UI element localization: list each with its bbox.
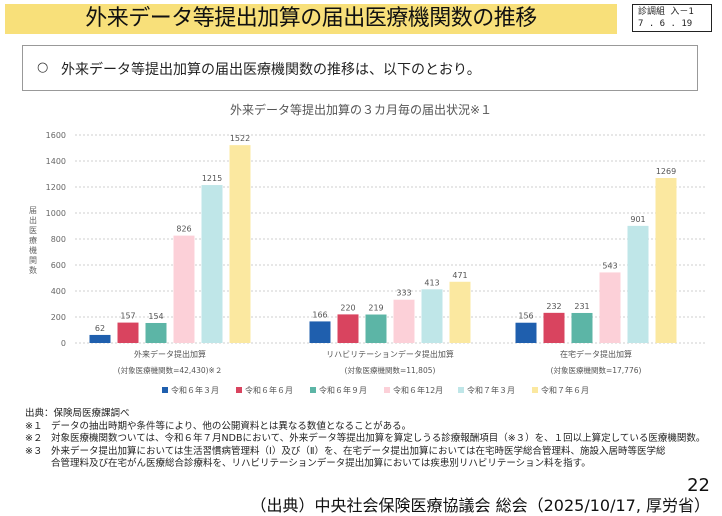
category-label: 在宅データ提出加算: [560, 349, 632, 359]
data-label: 413: [424, 278, 439, 287]
footnote-mark: ※３: [25, 445, 43, 457]
document-id-box: 診調組 入－1 7 . 6 . 19: [632, 4, 712, 32]
footnote-mark: 出典：: [25, 408, 54, 419]
y-tick-label: 1200: [46, 183, 66, 192]
bar: [145, 322, 167, 343]
legend-label: 令和６年３月: [171, 385, 219, 395]
data-label: 1522: [230, 134, 250, 143]
chart-title: 外来データ等提出加算の３カ月毎の届出状況※１: [229, 103, 493, 117]
y-tick-label: 600: [51, 261, 66, 270]
title-band: 外来データ等提出加算の届出医療機関数の推移: [5, 4, 617, 34]
summary-box: ○ 外来データ等提出加算の届出医療機関数の推移は、以下のとおり。: [22, 45, 698, 91]
y-axis-label-char: 出: [29, 215, 37, 225]
footnote-text: データの抽出時期や条件等により、他の公開資料とは異なる数値となることがある。: [51, 420, 412, 432]
data-label: 156: [518, 312, 533, 321]
data-label: 220: [340, 303, 355, 312]
y-tick-label: 800: [51, 235, 66, 244]
data-label: 219: [368, 304, 383, 313]
data-label: 1269: [656, 167, 676, 176]
data-label: 232: [546, 302, 561, 311]
y-tick-label: 400: [51, 287, 66, 296]
y-axis-label-char: 療: [29, 235, 37, 245]
bar: [365, 314, 387, 343]
data-label: 231: [574, 302, 589, 311]
bar: [201, 185, 223, 343]
footnote-3: ※３ 外来データ提出加算においては生活習慣病管理料（Ⅰ）及び（Ⅱ）を、在宅データ…: [25, 446, 715, 471]
category-sublabel: (対象医療機関数=11,805): [345, 365, 436, 375]
footnote-mark: ※２: [25, 433, 43, 444]
footnote-2: ※２ 対象医療機関数ついては、令和６年７月NDBにおいて、外来データ等提出加算を…: [25, 433, 715, 446]
bar: [449, 281, 471, 343]
footnote-1: ※１ データの抽出時期や条件等により、他の公開資料とは異なる数値となることがある…: [25, 421, 715, 434]
bar: [173, 235, 195, 343]
document-id-date: 7 . 6 . 19: [638, 19, 693, 29]
y-axis-label-char: 機: [29, 245, 37, 255]
footnote-text: 外来データ提出加算においては生活習慣病管理料（Ⅰ）及び（Ⅱ）を、在宅データ提出加…: [51, 445, 666, 470]
data-label: 154: [148, 312, 163, 321]
document-id-code: 診調組 入－1: [638, 7, 694, 17]
legend-swatch: [384, 387, 390, 393]
legend-swatch: [236, 387, 242, 393]
bullet-icon: ○: [37, 60, 49, 75]
page-number: 22: [687, 475, 710, 496]
y-tick-label: 0: [61, 339, 66, 348]
source-citation: （出典）中央社会保険医療協議会 総会（2025/10/17, 厚労省）: [250, 496, 710, 515]
bar: [117, 322, 139, 343]
category-label: リハビリテーションデータ提出加算: [326, 349, 454, 359]
bar: [543, 312, 565, 343]
bar-chart: 0 200 400 600 800 1000 1200 1400 1600 届出医療機関数 62 15…: [29, 131, 705, 395]
bar: [571, 312, 593, 343]
data-label: 166: [312, 310, 327, 319]
data-label: 543: [602, 261, 617, 270]
legend-label: 令和７年３月: [467, 385, 515, 395]
legend-swatch: [162, 387, 168, 393]
legend-label: 令和７年６月: [541, 385, 589, 395]
data-label: 471: [452, 271, 467, 280]
footnote-text: 保険局医療課調べ: [53, 408, 130, 419]
data-label: 826: [176, 225, 191, 234]
bar: [89, 334, 111, 343]
data-label: 1215: [202, 174, 222, 183]
data-label: 157: [120, 312, 135, 321]
y-axis-label-char: 関: [29, 256, 37, 265]
bar: [337, 314, 359, 343]
category-sublabel: (対象医療機関数=17,776): [551, 365, 642, 375]
legend-label: 令和６年12月: [393, 385, 443, 395]
footnote-source: 出典： 保険局医療課調べ: [25, 408, 715, 421]
legend-swatch: [532, 387, 538, 393]
category-label: 外来データ提出加算: [134, 349, 206, 359]
bar: [229, 145, 251, 343]
bar: [627, 225, 649, 343]
y-tick-label: 1400: [46, 157, 66, 166]
category-sublabel: (対象医療機関数=42,430)※２: [118, 365, 223, 375]
data-label: 901: [630, 215, 645, 224]
data-label: 333: [396, 289, 411, 298]
footnote-mark: ※１: [25, 420, 43, 432]
y-axis-label-char: 届: [29, 206, 37, 215]
bar: [421, 289, 443, 343]
y-tick-label: 1000: [46, 209, 66, 218]
y-tick-label: 1600: [46, 131, 66, 140]
y-axis-label-char: 医: [29, 226, 37, 235]
bar: [655, 178, 677, 343]
footnote-text: 対象医療機関数ついては、令和６年７月NDBにおいて、外来データ等提出加算を算定し…: [51, 433, 706, 444]
legend-label: 令和６年９月: [319, 385, 367, 395]
bar: [309, 321, 331, 343]
legend-swatch: [310, 387, 316, 393]
bar: [393, 299, 415, 343]
footnotes: 出典： 保険局医療課調べ ※１ データの抽出時期や条件等により、他の公開資料とは…: [25, 408, 715, 471]
page-title: 外来データ等提出加算の届出医療機関数の推移: [85, 6, 537, 31]
summary-text: 外来データ等提出加算の届出医療機関数の推移は、以下のとおり。: [61, 62, 481, 78]
data-label: 62: [95, 324, 105, 333]
bar: [599, 272, 621, 343]
legend-swatch: [458, 387, 464, 393]
y-axis-label-char: 数: [29, 265, 37, 275]
y-tick-label: 200: [51, 313, 66, 322]
legend-label: 令和６年６月: [245, 385, 293, 395]
bar: [515, 322, 537, 343]
